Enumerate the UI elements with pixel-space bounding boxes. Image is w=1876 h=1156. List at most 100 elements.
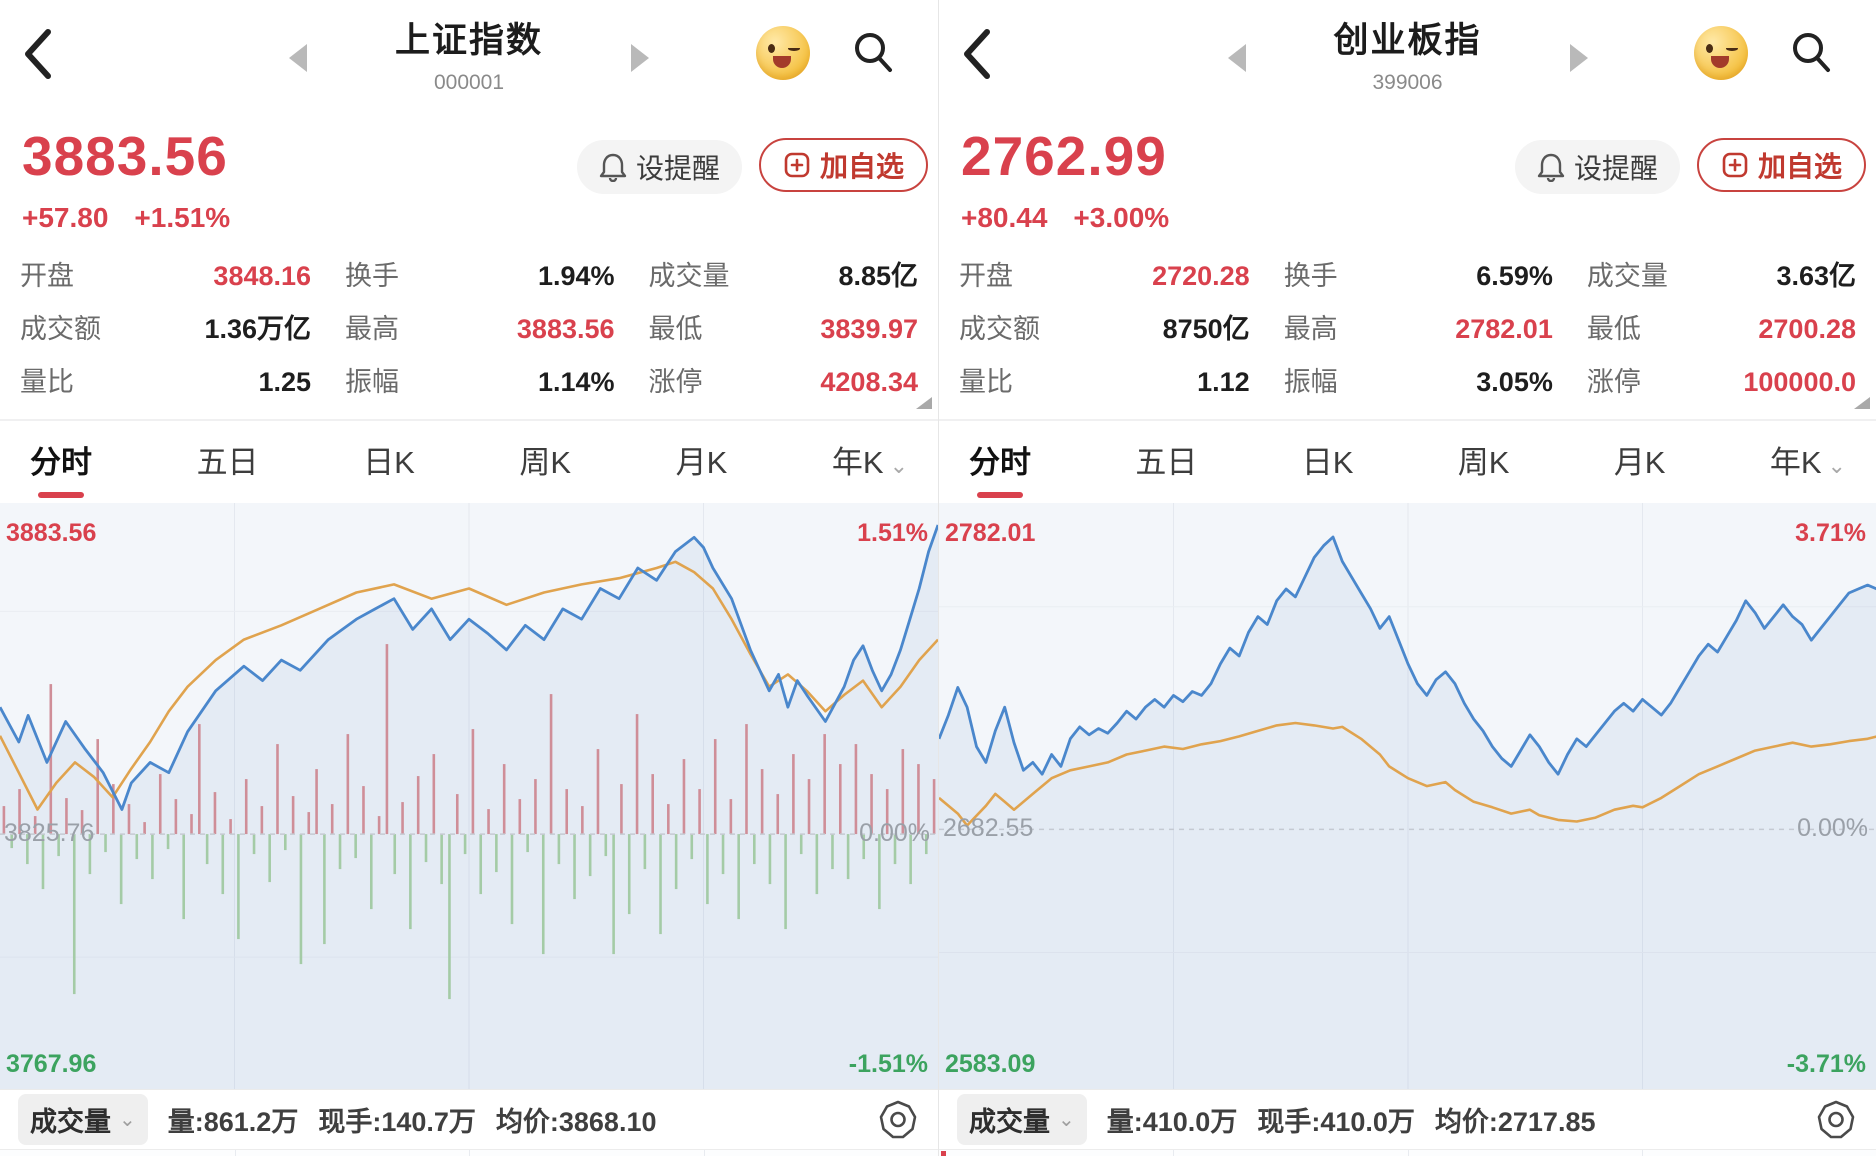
price-change: +80.44 +3.00% xyxy=(961,202,1854,234)
stat-value: 3.05% xyxy=(1476,367,1553,397)
mascot-emoji-icon[interactable] xyxy=(1694,26,1748,80)
chart-low-label: 2583.09 xyxy=(945,1050,1036,1078)
stat-label: 振幅 xyxy=(345,367,400,397)
back-icon[interactable] xyxy=(955,26,999,82)
expand-stats-icon[interactable] xyxy=(1854,397,1870,409)
stat-cell: 最高 3883.56 xyxy=(345,307,614,346)
intraday-chart[interactable]: 2782.01 3.71% 2682.55 0.00% 2583.09 -3.7… xyxy=(939,503,1876,1089)
tab-label: 周K xyxy=(1457,445,1510,480)
stat-cell: 成交额 8750亿 xyxy=(959,307,1250,346)
chart-prevclose-label: 2682.55 xyxy=(943,814,1034,843)
chart-canvas[interactable] xyxy=(939,503,1876,1089)
tab-年K[interactable]: 年K ⌄ xyxy=(832,437,908,482)
stat-label: 开盘 xyxy=(959,261,1013,291)
chart-low-pct-label: -1.51% xyxy=(848,1050,928,1078)
change-pct: +3.00% xyxy=(1073,202,1170,233)
prev-index-icon[interactable] xyxy=(289,44,307,72)
indicator-bar: 成交量 ⌄ 量:410.0万 现手:410.0万 均价:2717.85 xyxy=(939,1089,1876,1149)
tab-日K[interactable]: 日K xyxy=(363,437,415,482)
period-tabs: 分时 五日 日K 周K 月K 年K ⌄ xyxy=(939,421,1876,503)
chart-high-pct-label: 1.51% xyxy=(857,519,928,547)
index-code: 399006 xyxy=(1372,71,1443,94)
tab-label: 分时 xyxy=(969,445,1031,480)
stat-cell: 量比 1.25 xyxy=(20,360,311,399)
index-title: 上证指数 xyxy=(394,21,544,60)
add-watchlist-button[interactable]: 加自选 xyxy=(758,138,928,192)
indicator-selector-label: 成交量 xyxy=(30,1107,111,1137)
stat-value: 1.25 xyxy=(258,367,312,397)
volume-metric: 量:861.2万 xyxy=(167,1107,299,1137)
tab-周K[interactable]: 周K xyxy=(519,437,571,482)
stat-cell: 振幅 1.14% xyxy=(345,360,614,399)
stat-cell: 开盘 3848.16 xyxy=(20,254,311,293)
chart-zero-pct-label: 0.00% xyxy=(1797,814,1868,843)
change-abs: +80.44 xyxy=(961,202,1048,233)
stat-cell: 成交量 8.85亿 xyxy=(649,254,918,293)
indicator-selector[interactable]: 成交量 ⌄ xyxy=(957,1094,1087,1145)
intraday-chart[interactable]: 3883.56 1.51% 3825.76 0.00% 3767.96 -1.5… xyxy=(0,503,938,1089)
tab-label: 分时 xyxy=(30,445,92,480)
stat-value: 3.63亿 xyxy=(1776,261,1856,291)
stat-value: 3839.97 xyxy=(820,314,918,344)
stat-label: 振幅 xyxy=(1283,367,1338,397)
stat-label: 成交额 xyxy=(959,314,1040,344)
volume-pane-edge xyxy=(0,1149,938,1156)
chart-high-pct-label: 3.71% xyxy=(1795,519,1866,547)
tab-周K[interactable]: 周K xyxy=(1458,437,1510,482)
tab-五日[interactable]: 五日 xyxy=(197,437,259,482)
indicator-selector-label: 成交量 xyxy=(969,1107,1050,1137)
stat-cell: 量比 1.12 xyxy=(959,360,1250,399)
tab-label: 周K xyxy=(519,445,572,480)
tab-五日[interactable]: 五日 xyxy=(1135,437,1197,482)
stat-cell: 换手 1.94% xyxy=(345,254,614,293)
gear-icon[interactable] xyxy=(1814,1098,1858,1142)
set-alert-button[interactable]: 设提醒 xyxy=(576,140,742,194)
tab-label: 日K xyxy=(363,445,415,480)
stat-label: 换手 xyxy=(1283,261,1338,291)
title-block: 上证指数 000001 xyxy=(395,12,543,95)
stat-cell: 最低 3839.97 xyxy=(649,307,918,346)
back-icon[interactable] xyxy=(16,26,60,82)
tab-月K[interactable]: 月K xyxy=(1614,437,1666,482)
chart-high-label: 2782.01 xyxy=(945,519,1036,547)
header: 上证指数 000001 xyxy=(0,0,938,112)
tab-分时[interactable]: 分时 xyxy=(969,437,1031,498)
tab-日K[interactable]: 日K xyxy=(1302,437,1354,482)
stat-value: 2720.28 xyxy=(1152,261,1250,291)
tab-分时[interactable]: 分时 xyxy=(30,437,92,498)
mascot-emoji-icon[interactable] xyxy=(756,26,810,80)
search-icon[interactable] xyxy=(1788,28,1834,74)
tab-label: 五日 xyxy=(196,445,259,480)
chart-prevclose-label: 3825.76 xyxy=(4,819,95,848)
tab-label: 年K xyxy=(831,445,884,480)
next-index-icon[interactable] xyxy=(1569,44,1588,72)
tab-label: 月K xyxy=(675,445,728,480)
indicator-selector[interactable]: 成交量 ⌄ xyxy=(18,1094,148,1145)
change-abs: +57.80 xyxy=(22,202,109,233)
stat-value: 8.85亿 xyxy=(838,261,918,291)
stat-label: 量比 xyxy=(959,367,1013,397)
stat-label: 量比 xyxy=(20,367,74,397)
current-price: 3883.56 xyxy=(22,125,228,187)
index-code: 000001 xyxy=(433,71,505,94)
next-index-icon[interactable] xyxy=(631,44,649,72)
add-watchlist-label: 加自选 xyxy=(819,151,904,182)
tab-月K[interactable]: 月K xyxy=(676,437,728,482)
search-icon[interactable] xyxy=(850,28,896,74)
prev-index-icon[interactable] xyxy=(1227,44,1246,72)
add-watchlist-button[interactable]: 加自选 xyxy=(1696,138,1866,192)
price-section: 3883.56 +57.80 +1.51% 设提醒 加自选 xyxy=(0,112,938,234)
stat-label: 涨停 xyxy=(1586,367,1641,397)
chevron-down-icon: ⌄ xyxy=(1058,1109,1075,1131)
avg-price-metric: 均价:3868.10 xyxy=(495,1107,657,1137)
chart-canvas[interactable] xyxy=(0,503,938,1089)
plus-square-icon xyxy=(784,152,810,178)
set-alert-button[interactable]: 设提醒 xyxy=(1514,140,1680,194)
chart-zero-pct-label: 0.00% xyxy=(859,819,930,848)
tab-年K[interactable]: 年K ⌄ xyxy=(1770,437,1846,482)
expand-stats-icon[interactable] xyxy=(916,397,932,409)
gear-icon[interactable] xyxy=(876,1098,920,1142)
avg-price-metric: 均价:2717.85 xyxy=(1434,1107,1596,1137)
indicator-bar: 成交量 ⌄ 量:861.2万 现手:140.7万 均价:3868.10 xyxy=(0,1089,938,1149)
stat-value: 6.59% xyxy=(1476,261,1553,291)
